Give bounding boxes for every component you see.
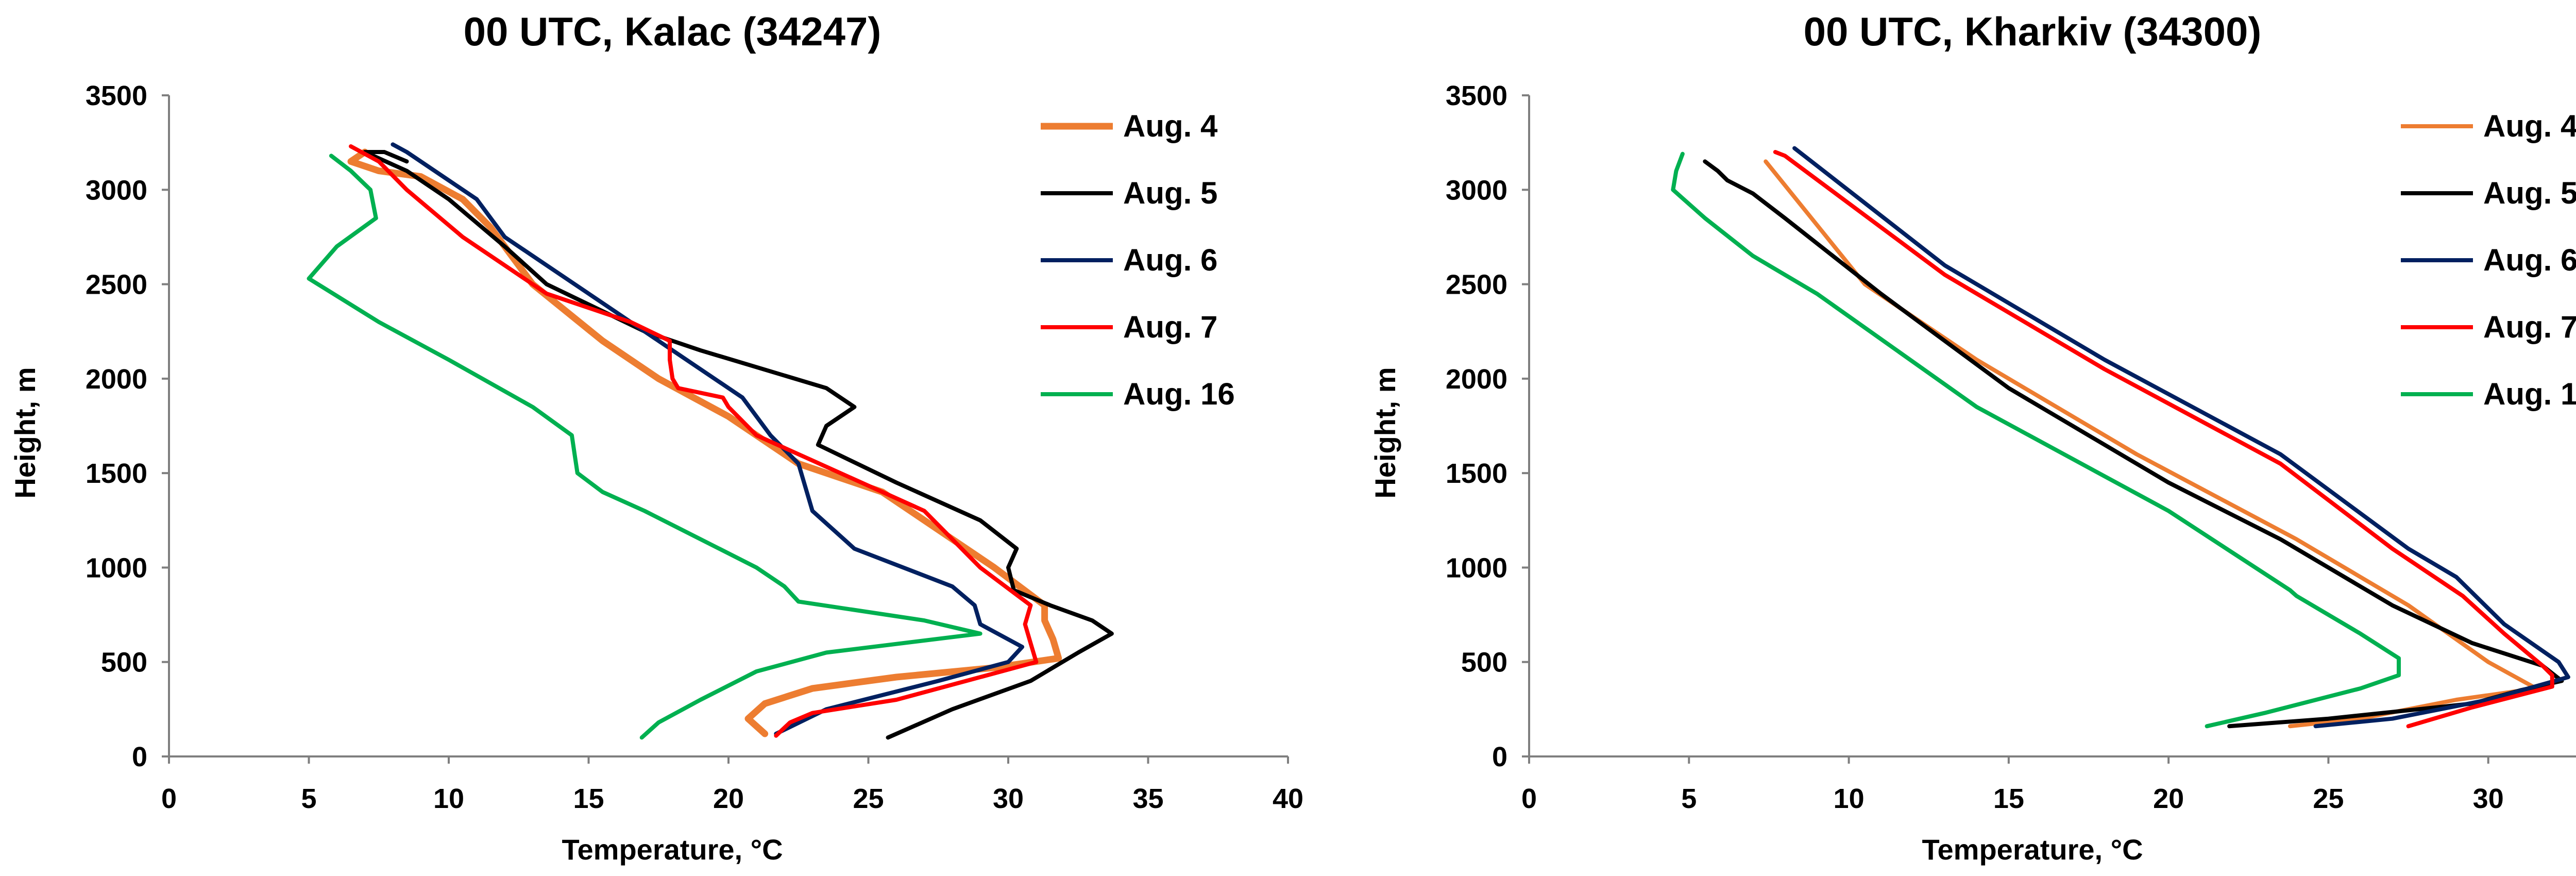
chart-kalac-svg: 00 UTC, Kalac (34247) Temperature, °C He…: [9, 9, 1303, 866]
series-line-aug-7: [349, 144, 1039, 738]
x-tick-label: 30: [993, 783, 1024, 814]
series-group: [307, 142, 1114, 740]
chart-kalac: 00 UTC, Kalac (34247) Temperature, °C He…: [9, 9, 1303, 866]
x-tick-label: 30: [2473, 783, 2504, 814]
series-line-aug-4: [347, 148, 1062, 737]
series-line-aug-6: [391, 142, 1025, 736]
legend-label-aug-7: Aug. 7: [2483, 310, 2576, 344]
series-line-aug-4: [1764, 159, 2538, 729]
series-line-aug-16: [307, 154, 982, 740]
x-tick-label: 15: [1993, 783, 2024, 814]
y-tick-label: 2000: [1446, 364, 1507, 395]
chart-kharkiv: 00 UTC, Kharkiv (34300) Temperature, °C …: [1360, 0, 2576, 876]
series-line-aug-16: [1671, 151, 2401, 729]
y-tick-label: 1000: [1446, 552, 1507, 583]
x-tick-label: 10: [433, 783, 464, 814]
y-tick-label: 3500: [1446, 80, 1507, 111]
legend-label-aug-4: Aug. 4: [2483, 109, 2576, 143]
y-tick-label: 3000: [86, 175, 147, 206]
y-tick-label: 1500: [1446, 458, 1507, 489]
x-tick-label: 10: [1834, 783, 1865, 814]
legend-label-aug-16: Aug. 16: [1123, 377, 1235, 411]
x-tick-label: 40: [1273, 783, 1303, 814]
x-tick-label: 20: [713, 783, 744, 814]
x-tick-label: 25: [2313, 783, 2344, 814]
legend-label-aug-5: Aug. 5: [1123, 176, 1217, 210]
y-tick-label: 500: [1461, 647, 1507, 678]
x-tick-label: 35: [1132, 783, 1163, 814]
y-tick-label: 1000: [86, 552, 147, 583]
series-line-aug-5: [363, 150, 1114, 740]
axes-group: 0510152025303505001000150020002500300035…: [1446, 80, 2576, 814]
legend-label-aug-6: Aug. 6: [2483, 243, 2576, 277]
chart-kharkiv-svg: 00 UTC, Kharkiv (34300) Temperature, °C …: [1369, 9, 2576, 866]
legend: Aug. 4 Aug. 5 Aug. 6 Aug. 7 Aug. 16: [1041, 109, 1235, 411]
legend: Aug. 4 Aug. 5 Aug. 6 Aug. 7 Aug. 16: [2401, 109, 2576, 411]
legend-label-aug-7: Aug. 7: [1123, 310, 1217, 344]
y-tick-label: 0: [1492, 742, 1507, 772]
y-tick-label: 2000: [86, 364, 147, 395]
x-tick-label: 25: [853, 783, 884, 814]
x-tick-label: 5: [301, 783, 316, 814]
legend-label-aug-6: Aug. 6: [1123, 243, 1217, 277]
axes-group: 0 5 10 15 20 25 30 35 40 0 500 1000 1500 2000 2500 3000…: [86, 80, 1303, 814]
x-tick-label: 0: [161, 783, 177, 814]
chart-title: 00 UTC, Kalac (34247): [464, 9, 882, 54]
y-tick-label: 1500: [86, 458, 147, 489]
y-tick-label: 0: [132, 742, 147, 772]
y-tick-label: 2500: [86, 269, 147, 300]
x-axis-title: Temperature, °C: [562, 833, 783, 866]
y-axis-title: Height, m: [1369, 367, 1401, 498]
chart-title: 00 UTC, Kharkiv (34300): [1804, 9, 2262, 54]
y-tick-label: 500: [101, 647, 147, 678]
x-axis-title: Temperature, °C: [1922, 833, 2143, 866]
legend-label-aug-16: Aug. 16: [2483, 377, 2576, 411]
x-tick-label: 5: [1681, 783, 1697, 814]
x-tick-label: 0: [1521, 783, 1537, 814]
series-line-aug-6: [1792, 146, 2570, 729]
y-tick-label: 3500: [86, 80, 147, 111]
legend-label-aug-4: Aug. 4: [1123, 109, 1218, 143]
y-tick-label: 3000: [1446, 175, 1507, 206]
legend-label-aug-5: Aug. 5: [2483, 176, 2576, 210]
x-tick-label: 15: [573, 783, 604, 814]
y-axis-title: Height, m: [9, 367, 41, 498]
series-group: [1671, 146, 2570, 729]
y-tick-label: 2500: [1446, 269, 1507, 300]
x-tick-label: 20: [2153, 783, 2184, 814]
series-line-aug-7: [1773, 150, 2554, 729]
